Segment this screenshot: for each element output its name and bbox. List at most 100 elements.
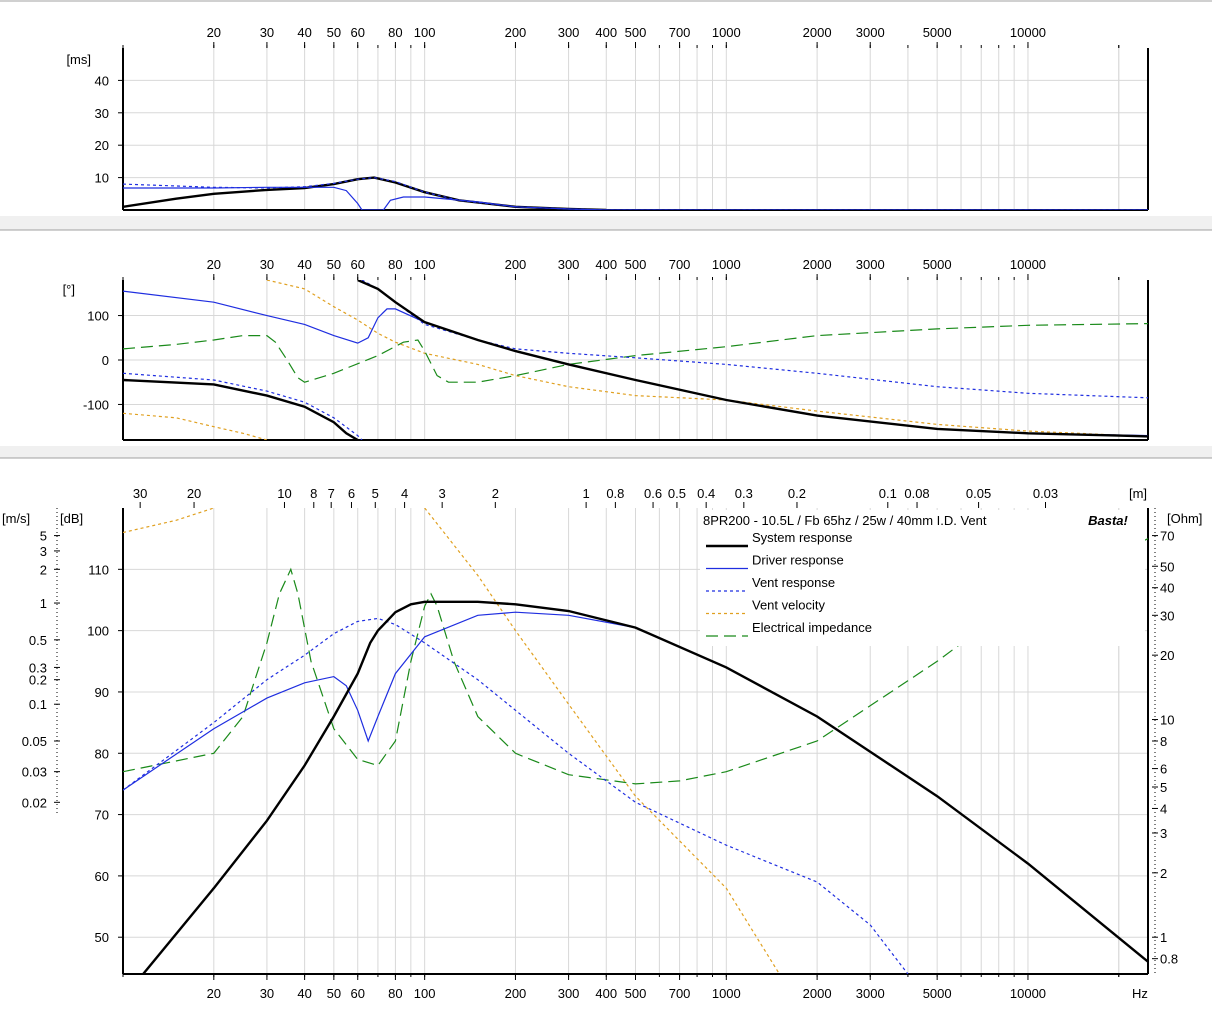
x-tick-label: 20 bbox=[207, 257, 221, 272]
legend-label-velocity: Vent velocity bbox=[752, 598, 825, 613]
x-tick-label: 50 bbox=[327, 25, 341, 40]
ms-tick-label: 3 bbox=[40, 544, 47, 559]
x-tick-label: 700 bbox=[669, 257, 691, 272]
x-tick-label: 700 bbox=[669, 25, 691, 40]
ohm-tick-label: 6 bbox=[1160, 762, 1167, 777]
ohm-tick-label: 50 bbox=[1160, 559, 1174, 574]
ohm-tick-label: 30 bbox=[1160, 608, 1174, 623]
db-axis-label: [dB] bbox=[60, 511, 83, 526]
x-tick-label: 300 bbox=[558, 257, 580, 272]
ms-tick-label: 0.1 bbox=[29, 697, 47, 712]
x-tick-label: 100 bbox=[414, 986, 436, 1001]
ohm-tick-label: 0.8 bbox=[1160, 952, 1178, 967]
ohm-tick-label: 40 bbox=[1160, 581, 1174, 596]
m-tick-label: 0.08 bbox=[904, 486, 929, 501]
ms-tick-label: 1 bbox=[40, 596, 47, 611]
ohm-tick-label: 5 bbox=[1160, 780, 1167, 795]
y-axis-label: [°] bbox=[63, 282, 75, 297]
ms-tick-label: 0.5 bbox=[29, 633, 47, 648]
m-tick-label: 0.3 bbox=[735, 486, 753, 501]
y-tick-label: 80 bbox=[95, 746, 109, 761]
series-impedance bbox=[123, 323, 1148, 383]
ms-tick-label: 0.05 bbox=[22, 734, 47, 749]
series-velocity bbox=[266, 280, 1148, 437]
ms-axis-label: [m/s] bbox=[2, 511, 30, 526]
x-tick-label: 30 bbox=[260, 986, 274, 1001]
m-tick-label: 8 bbox=[310, 486, 317, 501]
x-tick-label: 10000 bbox=[1010, 25, 1046, 40]
x-tick-label: 400 bbox=[595, 257, 617, 272]
m-axis-label: [m] bbox=[1129, 486, 1147, 501]
x-tick-label: 200 bbox=[505, 257, 527, 272]
ms-tick-label: 5 bbox=[40, 529, 47, 544]
watermark-logo: Basta! bbox=[1088, 513, 1128, 528]
x-tick-label: 2000 bbox=[803, 986, 832, 1001]
x-tick-label: 200 bbox=[505, 986, 527, 1001]
y-tick-label: 100 bbox=[87, 309, 109, 324]
ms-tick-label: 0.02 bbox=[22, 795, 47, 810]
x-tick-label: 5000 bbox=[923, 25, 952, 40]
y-tick-label: 20 bbox=[95, 138, 109, 153]
m-tick-label: 7 bbox=[328, 486, 335, 501]
m-tick-label: 1 bbox=[583, 486, 590, 501]
x-tick-label: 500 bbox=[625, 257, 647, 272]
ohm-tick-label: 10 bbox=[1160, 713, 1174, 728]
y-tick-label: 30 bbox=[95, 106, 109, 121]
x-tick-label: 80 bbox=[388, 986, 402, 1001]
series-vent bbox=[123, 372, 363, 440]
legend-label-system: System response bbox=[752, 530, 852, 545]
ms-tick-label: 0.3 bbox=[29, 660, 47, 675]
m-tick-label: 0.8 bbox=[606, 486, 624, 501]
x-tick-label: 1000 bbox=[712, 25, 741, 40]
ohm-tick-label: 1 bbox=[1160, 930, 1167, 945]
x-tick-label: 200 bbox=[505, 25, 527, 40]
m-tick-label: 20 bbox=[187, 486, 201, 501]
x-tick-label: 80 bbox=[388, 25, 402, 40]
m-tick-label: 3 bbox=[439, 486, 446, 501]
y-tick-label: -100 bbox=[83, 397, 109, 412]
ohm-tick-label: 70 bbox=[1160, 529, 1174, 544]
series-velocity bbox=[123, 412, 268, 440]
x-tick-label: 1000 bbox=[712, 257, 741, 272]
x-axis-label: Hz bbox=[1132, 986, 1148, 1001]
m-tick-label: 4 bbox=[401, 486, 408, 501]
legend-label-vent: Vent response bbox=[752, 575, 835, 590]
y-axis-label: [ms] bbox=[66, 52, 91, 67]
ohm-tick-label: 2 bbox=[1160, 866, 1167, 881]
y-tick-label: 110 bbox=[88, 562, 109, 577]
x-tick-label: 500 bbox=[625, 986, 647, 1001]
x-tick-label: 100 bbox=[414, 25, 436, 40]
m-tick-label: 2 bbox=[492, 486, 499, 501]
chart-title: 8PR200 - 10.5L / Fb 65hz / 25w / 40mm I.… bbox=[703, 513, 987, 528]
x-tick-label: 5000 bbox=[923, 986, 952, 1001]
m-tick-label: 0.4 bbox=[697, 486, 715, 501]
x-tick-label: 40 bbox=[297, 25, 311, 40]
x-tick-label: 300 bbox=[558, 25, 580, 40]
series-velocity bbox=[424, 508, 780, 974]
series-velocity bbox=[123, 508, 214, 534]
x-tick-label: 60 bbox=[350, 257, 364, 272]
ohm-tick-label: 3 bbox=[1160, 826, 1167, 841]
m-tick-label: 5 bbox=[372, 486, 379, 501]
x-tick-label: 300 bbox=[558, 986, 580, 1001]
legend: 8PR200 - 10.5L / Fb 65hz / 25w / 40mm I.… bbox=[700, 510, 1145, 646]
series-vent bbox=[361, 280, 1148, 399]
ms-tick-label: 0.03 bbox=[22, 765, 47, 780]
m-tick-label: 0.03 bbox=[1033, 486, 1058, 501]
m-tick-label: 6 bbox=[348, 486, 355, 501]
series-system bbox=[123, 378, 359, 440]
m-tick-label: 0.6 bbox=[644, 486, 662, 501]
ohm-tick-label: 4 bbox=[1160, 801, 1167, 816]
y-tick-label: 90 bbox=[95, 685, 109, 700]
legend-label-driver: Driver response bbox=[752, 553, 844, 568]
series-system bbox=[141, 600, 1148, 974]
m-tick-label: 10 bbox=[277, 486, 291, 501]
y-tick-label: 0 bbox=[102, 353, 109, 368]
x-tick-label: 40 bbox=[297, 986, 311, 1001]
series-vent bbox=[123, 617, 909, 974]
y-tick-label: 10 bbox=[95, 171, 109, 186]
x-tick-label: 2000 bbox=[803, 257, 832, 272]
x-tick-label: 700 bbox=[669, 986, 691, 1001]
m-tick-label: 0.05 bbox=[966, 486, 991, 501]
